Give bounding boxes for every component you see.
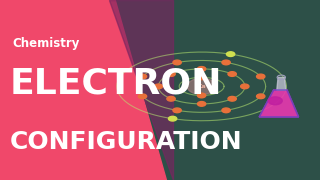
Circle shape xyxy=(168,116,177,121)
Circle shape xyxy=(173,108,181,113)
Circle shape xyxy=(173,60,181,65)
Text: Chemistry: Chemistry xyxy=(13,37,80,50)
Circle shape xyxy=(167,72,175,76)
Circle shape xyxy=(257,74,265,79)
Polygon shape xyxy=(109,0,173,180)
Text: ELECTRON: ELECTRON xyxy=(10,67,222,101)
Circle shape xyxy=(222,60,230,65)
Circle shape xyxy=(167,96,175,101)
Circle shape xyxy=(257,94,265,99)
Circle shape xyxy=(222,108,230,113)
Text: CONFIGURATION: CONFIGURATION xyxy=(10,130,242,154)
Circle shape xyxy=(228,72,236,76)
Circle shape xyxy=(197,67,206,71)
Circle shape xyxy=(228,96,236,101)
Circle shape xyxy=(197,75,206,80)
Text: Ca: Ca xyxy=(197,84,206,89)
Circle shape xyxy=(227,52,235,57)
Circle shape xyxy=(187,78,216,94)
Polygon shape xyxy=(277,77,286,90)
Circle shape xyxy=(197,93,206,98)
Circle shape xyxy=(197,102,206,106)
Circle shape xyxy=(138,74,147,79)
Polygon shape xyxy=(259,90,299,117)
Circle shape xyxy=(241,84,249,89)
Circle shape xyxy=(138,94,147,99)
Circle shape xyxy=(268,97,282,105)
Circle shape xyxy=(154,84,163,89)
Polygon shape xyxy=(0,0,166,180)
